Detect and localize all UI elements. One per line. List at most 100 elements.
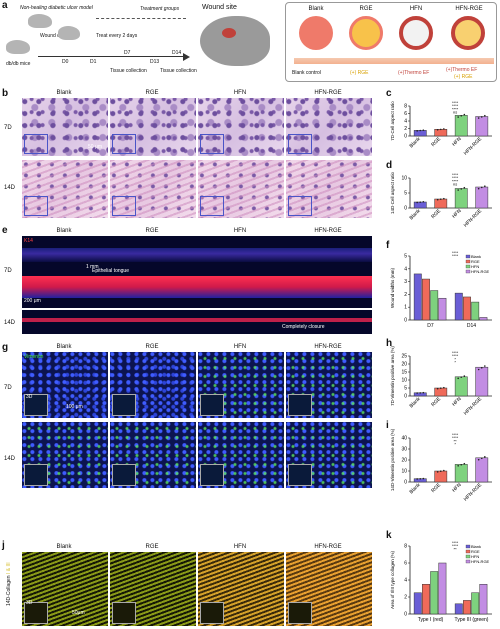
he-14d-hfn bbox=[198, 160, 284, 218]
y-tick-label: 6 bbox=[404, 561, 407, 567]
data-point bbox=[416, 130, 418, 132]
he-14d-rge bbox=[110, 160, 196, 218]
bar bbox=[463, 600, 471, 615]
inset-3d bbox=[24, 602, 48, 624]
significance-label: **** bbox=[452, 353, 459, 358]
panel-label-b: b bbox=[2, 88, 9, 99]
legend-label: RGE bbox=[471, 259, 480, 264]
data-point bbox=[484, 365, 486, 367]
rge-circle-icon bbox=[349, 16, 383, 50]
he-7d-rge bbox=[110, 98, 196, 156]
x-tick-label: D14 bbox=[467, 323, 476, 329]
fl-col-rge: RGE bbox=[145, 228, 159, 234]
chart-svg: Area of I/III type collagen (%) 0 2 4 6 8 Blan… bbox=[390, 540, 492, 623]
legend-swatch bbox=[465, 554, 471, 559]
panel-label-a: a bbox=[2, 0, 8, 11]
tissue-band bbox=[22, 248, 372, 262]
data-point bbox=[457, 377, 459, 380]
legend-swatch bbox=[465, 544, 471, 549]
data-point bbox=[480, 366, 483, 369]
y-axis-label: 14D-Vimentin positive area (%) bbox=[390, 428, 395, 491]
groups-box bbox=[285, 2, 497, 82]
chart-7d-vimentin: 7D-Vimentin positive area (%) 0 5 10 15 20 25 B… bbox=[388, 346, 496, 418]
group-blank-label: Blank bbox=[308, 6, 324, 12]
bar bbox=[438, 297, 447, 321]
inset-3d bbox=[200, 464, 224, 486]
bar bbox=[434, 387, 448, 397]
fl-col-hfnrge: HFN-RGE bbox=[314, 228, 342, 234]
panel-label-d: d bbox=[386, 160, 393, 171]
panel-label-i: i bbox=[386, 420, 389, 431]
scale-1mm-label: 1 mm bbox=[86, 264, 99, 270]
chart-svg: 7D-Cell aspect ratio 0 24 68 Blank RGE HFN HFN-… bbox=[390, 100, 492, 157]
data-point bbox=[419, 392, 422, 394]
legend-label: HFN-RGE bbox=[471, 559, 490, 564]
dashed-arrow bbox=[96, 18, 186, 19]
mouse-icon bbox=[28, 14, 52, 28]
inset-3d-label: 3D bbox=[26, 394, 33, 400]
y-tick-label: 5 bbox=[404, 191, 407, 197]
data-point bbox=[419, 129, 422, 132]
x-tick-label: Blank bbox=[409, 396, 422, 409]
y-tick-label: 20 bbox=[401, 458, 407, 464]
y-tick-label: 2 bbox=[404, 126, 407, 132]
x-tick-label: RGE bbox=[430, 208, 442, 220]
col-inset-3d-label: 3D bbox=[26, 600, 33, 606]
bar bbox=[454, 603, 463, 615]
x-tick-label: Blank bbox=[409, 482, 422, 495]
group-rge-label: RGE bbox=[359, 6, 373, 12]
collagen-row-label-text: 14D-Collagen bbox=[6, 575, 12, 606]
fl-col-blank: Blank bbox=[56, 228, 72, 234]
y-axis-label: 14D-Cell aspect ratio bbox=[390, 172, 395, 215]
bar bbox=[434, 198, 448, 209]
panel-label-c: c bbox=[386, 88, 392, 99]
hfnrge-circle-icon bbox=[451, 16, 485, 50]
significance-label: * bbox=[454, 360, 456, 365]
data-point bbox=[460, 463, 463, 466]
y-tick-label: 4 bbox=[404, 578, 407, 584]
he-scalebar: 50 μm bbox=[88, 144, 102, 150]
panel-label-j: j bbox=[2, 540, 5, 551]
data-point bbox=[460, 114, 463, 117]
mouse-icon bbox=[58, 26, 80, 40]
vim-14d-hfn bbox=[198, 422, 284, 488]
bar bbox=[413, 592, 422, 615]
data-point bbox=[439, 128, 442, 131]
data-point bbox=[480, 116, 483, 118]
y-tick-label: 2 bbox=[404, 595, 407, 601]
data-point bbox=[480, 457, 483, 460]
tissue-collection-1: Tissue collection bbox=[110, 68, 147, 74]
data-point bbox=[463, 375, 466, 377]
epidermis-band bbox=[22, 276, 372, 298]
data-point bbox=[477, 187, 480, 190]
bar bbox=[454, 292, 463, 321]
inset-3d bbox=[112, 464, 136, 486]
x-tick-label: Blank bbox=[409, 208, 422, 221]
bar bbox=[454, 376, 468, 397]
panel-label-g: g bbox=[2, 342, 9, 353]
data-point bbox=[422, 391, 425, 394]
inset-3d bbox=[112, 394, 136, 416]
data-point bbox=[443, 197, 445, 200]
vim-col-rge: RGE bbox=[145, 344, 159, 350]
he-7d-hfnrge bbox=[286, 98, 372, 156]
x-tick-label: Blank bbox=[409, 136, 422, 149]
inset-3d bbox=[200, 602, 224, 624]
x-tick-label: HFN bbox=[451, 396, 463, 408]
hfn-circle-icon bbox=[399, 16, 433, 50]
note-hfn: (+)Thermo EF bbox=[398, 70, 430, 76]
significance-label: * bbox=[454, 442, 456, 447]
chart-svg: 14D-Cell aspect ratio 0 5 10 Blank RGE HFN HFN-… bbox=[390, 172, 492, 229]
significance-label: * bbox=[454, 356, 456, 361]
significance-label: ** bbox=[454, 438, 458, 443]
significance-label: **** bbox=[452, 435, 459, 440]
vim-14d-hfnrge bbox=[286, 422, 372, 488]
treatment-groups-label: Treatment groups bbox=[140, 6, 180, 12]
legend-swatch bbox=[465, 269, 471, 274]
bar bbox=[430, 571, 439, 615]
panel-label-k: k bbox=[386, 530, 392, 541]
data-point bbox=[484, 456, 486, 458]
bar bbox=[413, 273, 422, 321]
bar bbox=[475, 457, 489, 483]
data-point bbox=[422, 477, 425, 480]
